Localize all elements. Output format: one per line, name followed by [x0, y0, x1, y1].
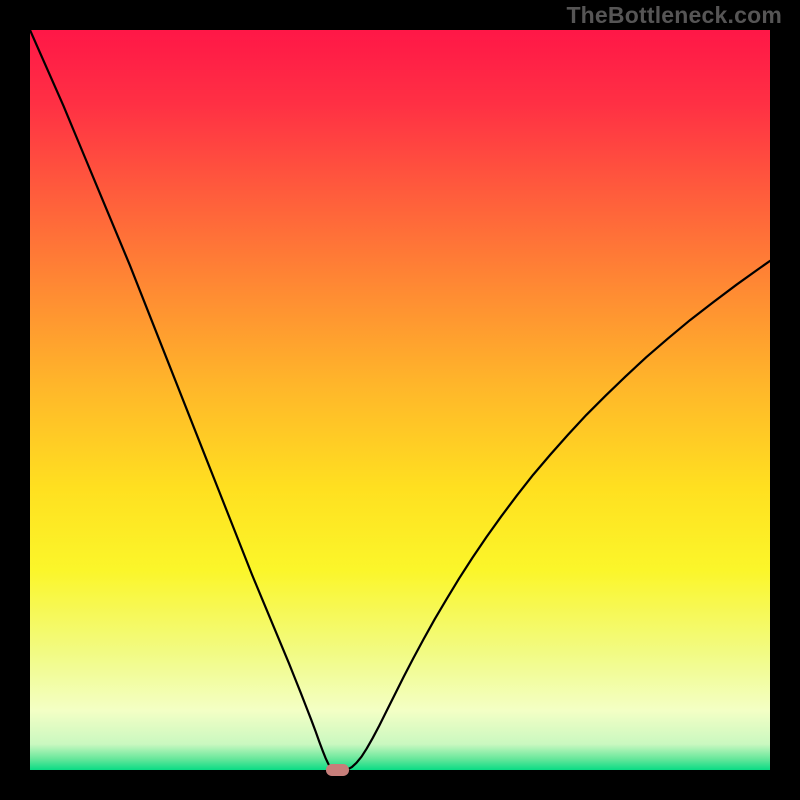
bottleneck-curve — [30, 30, 770, 770]
plot-area — [30, 30, 770, 770]
minimum-marker — [326, 764, 349, 776]
chart-frame: TheBottleneck.com — [0, 0, 800, 800]
watermark-text: TheBottleneck.com — [566, 2, 782, 29]
